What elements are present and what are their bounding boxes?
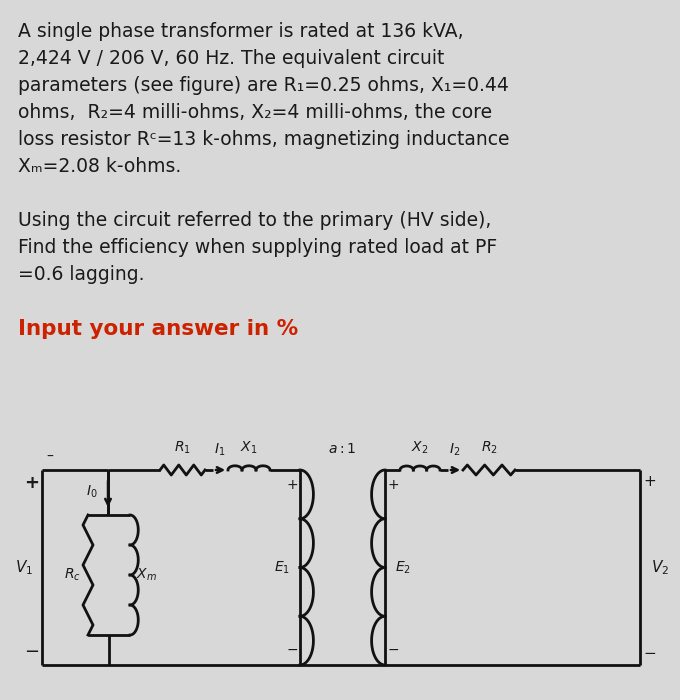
Text: +: + <box>387 478 398 492</box>
Text: $R_1$: $R_1$ <box>174 440 191 456</box>
Text: −: − <box>24 643 39 661</box>
Text: $E_1$: $E_1$ <box>274 559 290 575</box>
Text: –: – <box>46 450 54 464</box>
Text: Xₘ=2.08 k-ohms.: Xₘ=2.08 k-ohms. <box>18 157 182 176</box>
Text: $I_0$: $I_0$ <box>86 484 98 500</box>
Text: $V_1$: $V_1$ <box>15 558 33 577</box>
Text: $X_m$: $X_m$ <box>135 567 156 583</box>
Text: $I_2$: $I_2$ <box>449 442 460 458</box>
Text: $a:1$: $a:1$ <box>328 442 356 456</box>
Text: $E_2$: $E_2$ <box>395 559 411 575</box>
Text: −: − <box>387 643 398 657</box>
Text: parameters (see figure) are R₁=0.25 ohms, X₁=0.44: parameters (see figure) are R₁=0.25 ohms… <box>18 76 509 95</box>
Text: $X_2$: $X_2$ <box>411 440 428 456</box>
Text: loss resistor Rᶜ=13 k-ohms, magnetizing inductance: loss resistor Rᶜ=13 k-ohms, magnetizing … <box>18 130 509 149</box>
Text: =0.6 lagging.: =0.6 lagging. <box>18 265 144 284</box>
Text: ohms,  R₂=4 milli-ohms, X₂=4 milli-ohms, the core: ohms, R₂=4 milli-ohms, X₂=4 milli-ohms, … <box>18 103 492 122</box>
Text: Find the efficiency when supplying rated load at PF: Find the efficiency when supplying rated… <box>18 238 497 257</box>
Text: $R_2$: $R_2$ <box>481 440 498 456</box>
Text: $I_1$: $I_1$ <box>214 442 226 458</box>
Text: −: − <box>286 643 298 657</box>
Text: Using the circuit referred to the primary (HV side),: Using the circuit referred to the primar… <box>18 211 492 230</box>
Text: A single phase transformer is rated at 136 kVA,: A single phase transformer is rated at 1… <box>18 22 464 41</box>
Text: +: + <box>24 474 39 492</box>
Text: $X_1$: $X_1$ <box>240 440 258 456</box>
Text: Input your answer in %: Input your answer in % <box>18 319 298 339</box>
Text: −: − <box>644 646 656 661</box>
Text: $V_2$: $V_2$ <box>651 558 669 577</box>
Text: 2,424 V / 206 V, 60 Hz. The equivalent circuit: 2,424 V / 206 V, 60 Hz. The equivalent c… <box>18 49 444 68</box>
Text: $R_c$: $R_c$ <box>63 567 80 583</box>
Text: +: + <box>644 474 656 489</box>
Text: +: + <box>286 478 298 492</box>
